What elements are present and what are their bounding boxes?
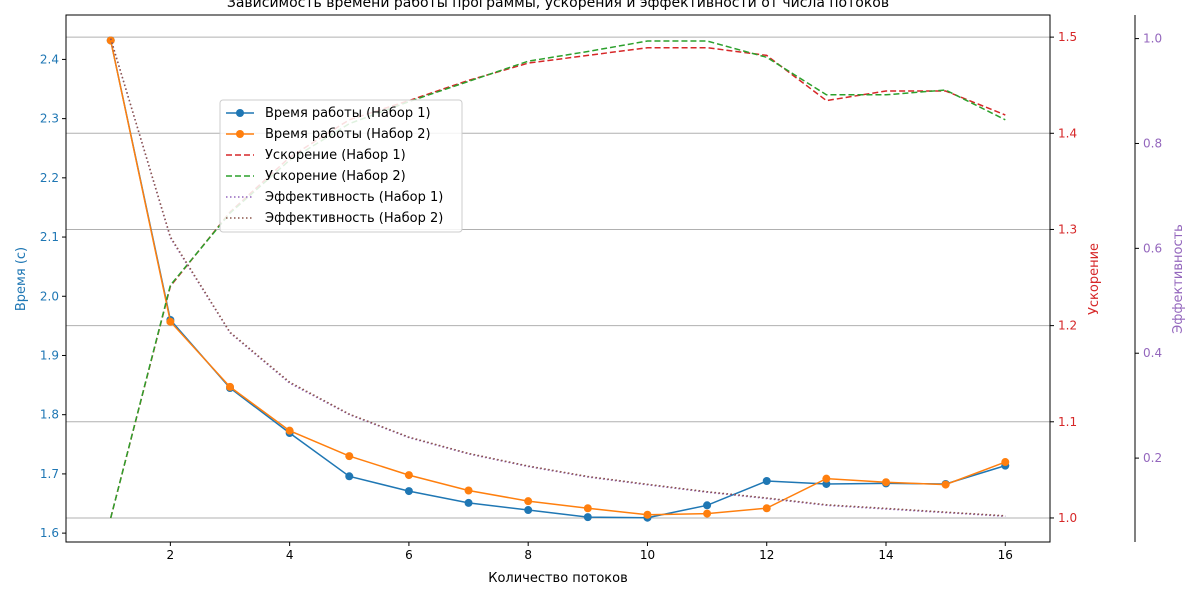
right2-axis-label: Эффективность — [1171, 224, 1186, 334]
x-tick-label: 10 — [640, 548, 655, 562]
right2-tick-label: 0.8 — [1143, 136, 1162, 150]
left-tick-label: 2.4 — [40, 52, 59, 66]
data-point — [345, 452, 354, 461]
left-tick-label: 2.3 — [40, 112, 59, 126]
right-tick-label: 1.4 — [1058, 126, 1077, 140]
data-point — [941, 480, 950, 489]
legend-label: Время работы (Набор 2) — [265, 127, 431, 142]
data-point — [285, 426, 294, 435]
x-tick-label: 2 — [167, 548, 175, 562]
right-tick-label: 1.0 — [1058, 511, 1077, 525]
right2-tick-label: 0.2 — [1143, 451, 1162, 465]
right-tick-label: 1.2 — [1058, 319, 1077, 333]
data-point — [762, 477, 771, 486]
data-point — [882, 478, 890, 487]
data-point — [464, 498, 473, 507]
right-tick-label: 1.3 — [1058, 222, 1077, 236]
right2-axis: 0.2 0.4 0.6 0.8 1.0 — [1134, 15, 1162, 542]
right2-tick-label: 1.0 — [1143, 32, 1162, 46]
data-point — [166, 317, 175, 326]
data-point — [583, 513, 592, 522]
right-tick-label: 1.1 — [1058, 415, 1077, 429]
right-axis: 1.0 1.1 1.2 1.3 1.4 1.5 — [1050, 30, 1077, 525]
data-point — [1001, 458, 1010, 467]
data-point — [464, 486, 473, 495]
right2-tick-label: 0.6 — [1143, 241, 1162, 255]
chart-title: Зависимость времени работы программы, ус… — [227, 0, 889, 11]
legend: Время работы (Набор 1) Время работы (Набо… — [219, 99, 463, 233]
x-axis: 2 4 6 8 10 12 14 16 — [167, 542, 1013, 562]
data-point — [404, 471, 413, 480]
x-tick-label: 12 — [759, 548, 774, 562]
legend-box — [219, 99, 463, 233]
data-point — [762, 504, 771, 513]
x-tick-label: 16 — [998, 548, 1013, 562]
legend-marker — [236, 130, 244, 138]
data-point — [643, 510, 652, 519]
x-tick-label: 4 — [286, 548, 294, 562]
legend-label: Эффективность (Набор 2) — [265, 211, 443, 226]
data-point — [226, 382, 234, 391]
data-point — [524, 497, 533, 506]
left-tick-label: 2.0 — [40, 289, 59, 303]
series-line-1 — [109, 40, 1006, 519]
legend-label: Время работы (Набор 1) — [265, 106, 431, 121]
left-tick-label: 2.1 — [40, 230, 59, 244]
legend-marker — [236, 109, 244, 117]
data-point — [583, 504, 592, 513]
legend-label: Ускорение (Набор 2) — [265, 169, 406, 184]
legend-label: Эффективность (Набор 1) — [265, 190, 443, 205]
right2-tick-label: 0.4 — [1143, 346, 1162, 360]
series-line-2 — [109, 40, 1006, 516]
left-tick-label: 2.2 — [40, 171, 59, 185]
legend-label: Ускорение (Набор 1) — [265, 148, 406, 163]
right-tick-label: 1.5 — [1058, 30, 1077, 44]
data-point — [404, 487, 413, 496]
left-axis: 1.6 1.7 1.8 1.9 2.0 2.1 2.2 2.3 2.4 — [40, 52, 66, 540]
left-tick-label: 1.9 — [40, 348, 59, 362]
plot-frame — [65, 14, 1051, 543]
x-tick-label: 14 — [878, 548, 893, 562]
series-layer — [106, 36, 1010, 522]
data-point — [345, 472, 354, 481]
x-tick-label: 6 — [405, 548, 413, 562]
data-point — [703, 509, 712, 518]
data-point — [524, 506, 533, 515]
x-tick-label: 8 — [524, 548, 532, 562]
left-tick-label: 1.8 — [40, 408, 59, 422]
left-tick-label: 1.6 — [40, 526, 59, 540]
left-axis-label: Время (с) — [14, 247, 29, 311]
right-axis-label: Ускорение — [1087, 243, 1102, 315]
grid-lines — [66, 36, 1050, 519]
data-point — [106, 36, 115, 45]
data-point — [822, 474, 831, 483]
left-tick-label: 1.7 — [40, 467, 59, 481]
x-axis-label: Количество потоков — [488, 571, 628, 586]
data-point — [703, 501, 712, 510]
